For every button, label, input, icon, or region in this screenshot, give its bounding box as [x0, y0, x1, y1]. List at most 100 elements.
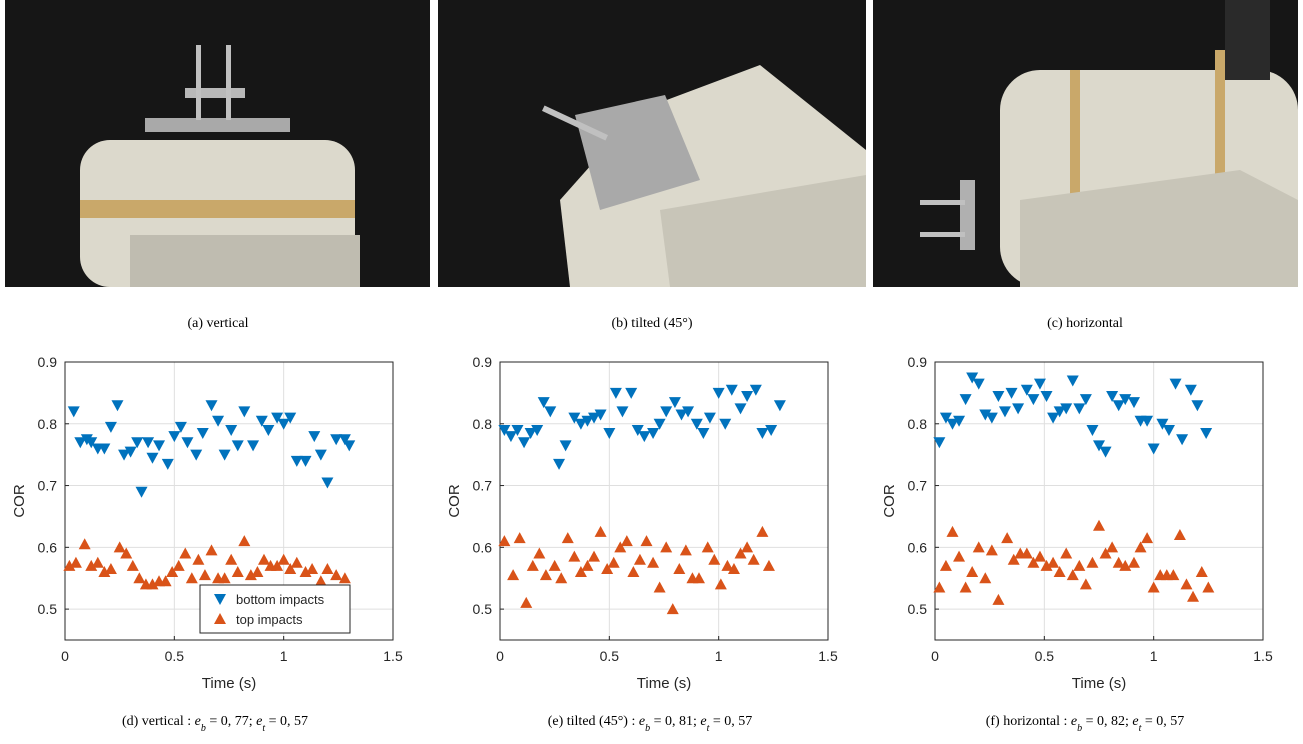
y-tick-label: 0.7	[473, 478, 493, 494]
marker	[620, 535, 633, 547]
x-axis-label: Time (s)	[637, 675, 691, 692]
marker	[338, 434, 351, 446]
marker	[985, 412, 998, 424]
photo-caption: (a) vertical	[187, 316, 248, 331]
marker	[225, 424, 238, 436]
photo-c	[873, 0, 1298, 287]
marker	[172, 559, 185, 571]
marker	[205, 400, 218, 412]
marker	[574, 418, 587, 430]
x-tick-label: 0	[931, 648, 939, 664]
marker	[933, 581, 946, 593]
marker	[1167, 569, 1180, 581]
caption-part: (f) horizontal :	[986, 714, 1071, 729]
caption-part: e	[1132, 714, 1138, 729]
caption-part: t	[1139, 723, 1142, 734]
marker	[559, 440, 572, 452]
marker	[939, 559, 952, 571]
caption-part: = 0, 57	[265, 714, 308, 729]
marker	[1106, 390, 1119, 402]
marker	[511, 424, 524, 436]
marker	[959, 394, 972, 406]
marker	[299, 566, 312, 578]
y-tick-label: 0.9	[908, 354, 928, 370]
marker	[98, 443, 111, 455]
marker	[271, 559, 284, 571]
marker	[518, 437, 531, 449]
marker	[773, 400, 786, 412]
marker	[196, 428, 209, 440]
marker	[660, 406, 673, 418]
marker	[953, 550, 966, 562]
marker	[1027, 556, 1040, 568]
caption-part: e	[195, 714, 201, 729]
marker	[588, 550, 601, 562]
marker	[581, 415, 594, 427]
y-tick-label: 0.9	[473, 354, 493, 370]
marker	[1020, 384, 1033, 396]
marker	[277, 553, 290, 565]
marker	[972, 541, 985, 553]
marker	[255, 415, 268, 427]
y-axis-label: COR	[11, 484, 28, 518]
marker	[321, 562, 334, 574]
y-tick-label: 0.5	[908, 601, 928, 617]
marker	[85, 559, 98, 571]
caption-part: e	[1071, 714, 1077, 729]
legend-label: top impacts	[236, 612, 303, 627]
marker	[697, 428, 710, 440]
marker	[714, 578, 727, 590]
marker	[513, 532, 526, 544]
marker	[181, 437, 194, 449]
marker	[159, 575, 172, 587]
y-tick-label: 0.7	[38, 478, 58, 494]
caption-part: b	[1077, 723, 1082, 734]
marker	[756, 525, 769, 537]
marker	[330, 569, 343, 581]
photo-b	[438, 0, 866, 287]
photo-a	[5, 0, 430, 287]
marker	[63, 559, 76, 571]
marker	[1127, 556, 1140, 568]
marker	[104, 562, 117, 574]
marker	[762, 559, 775, 571]
marker	[553, 458, 566, 470]
marker	[1156, 418, 1169, 430]
marker	[614, 541, 627, 553]
marker	[741, 390, 754, 402]
marker	[498, 424, 511, 436]
marker	[749, 384, 762, 396]
marker	[192, 553, 205, 565]
marker	[1119, 559, 1132, 571]
marker	[946, 525, 959, 537]
marker	[939, 412, 952, 424]
marker	[631, 424, 644, 436]
marker	[682, 406, 695, 418]
marker	[218, 572, 231, 584]
x-tick-label: 0.5	[165, 648, 185, 664]
marker	[640, 535, 653, 547]
marker	[1053, 566, 1066, 578]
marker	[1141, 415, 1154, 427]
marker	[616, 406, 629, 418]
x-tick-label: 0	[496, 648, 504, 664]
marker	[701, 541, 714, 553]
marker	[653, 418, 666, 430]
x-tick-label: 1.5	[818, 648, 838, 664]
marker	[111, 400, 124, 412]
marker	[647, 556, 660, 568]
marker	[85, 437, 98, 449]
marker	[205, 544, 218, 556]
caption-part: t	[262, 723, 265, 734]
marker	[544, 406, 557, 418]
legend-label: bottom impacts	[236, 592, 325, 607]
plot-frame	[64, 361, 394, 641]
marker	[69, 556, 82, 568]
marker	[531, 424, 544, 436]
marker	[299, 455, 312, 467]
marker	[314, 575, 327, 587]
y-tick-label: 0.5	[38, 601, 58, 617]
marker	[1005, 387, 1018, 399]
